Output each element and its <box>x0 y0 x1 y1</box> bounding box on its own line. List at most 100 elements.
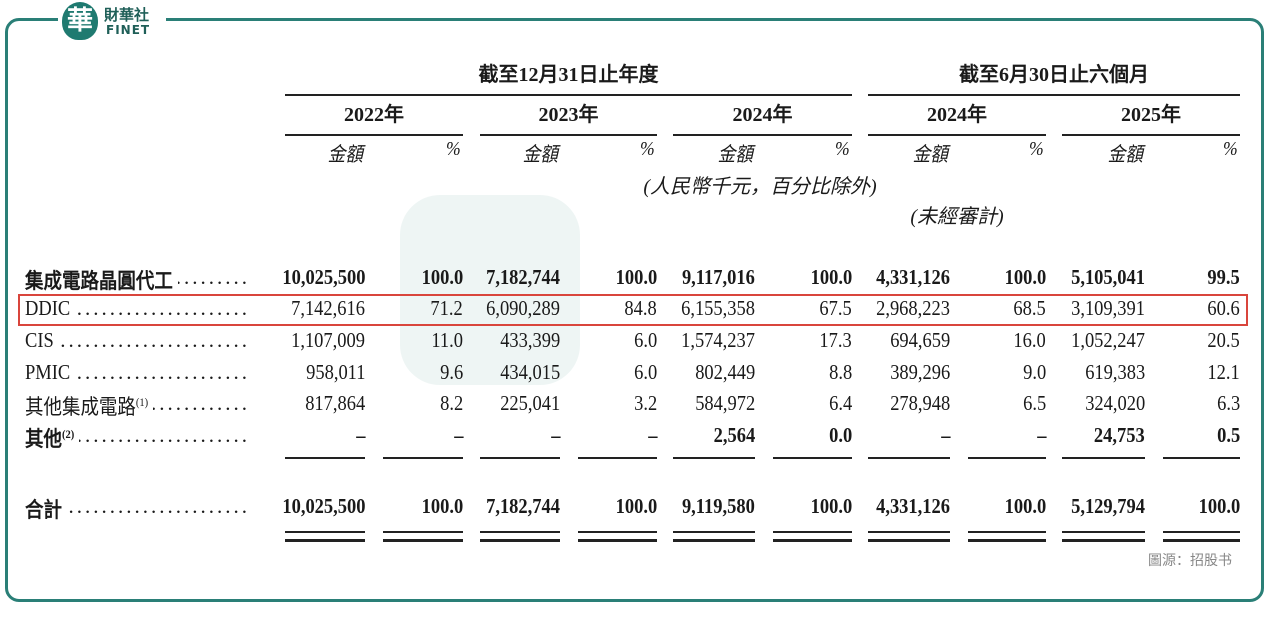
cell: 7,142,616 <box>291 296 365 320</box>
cell: 6.5 <box>1022 391 1046 415</box>
highlight-box <box>18 294 1248 326</box>
row-label: 其他集成電路(1) <box>25 395 149 419</box>
watermark <box>400 195 580 385</box>
cell: 0.5 <box>1216 423 1240 447</box>
rule <box>285 539 365 542</box>
logo-name: 財華社 <box>104 6 150 24</box>
rule <box>673 531 755 533</box>
group-header: 截至6月30日止六個月 <box>959 64 1149 86</box>
row-label: PMIC <box>25 360 71 384</box>
cell: 4,331,126 <box>876 265 950 289</box>
rule <box>673 134 852 136</box>
rule <box>773 531 852 533</box>
rule <box>578 539 657 542</box>
cell: 6.0 <box>633 360 657 384</box>
cell: 1,052,247 <box>1071 328 1145 352</box>
cell: 9,119,580 <box>682 494 755 518</box>
rule <box>578 531 657 533</box>
logo-sub: FINET <box>106 23 151 37</box>
leader-dots: ........................................… <box>75 360 250 384</box>
cell: 2,968,223 <box>876 296 950 320</box>
leader-dots: ........................................… <box>178 265 250 289</box>
rule <box>1062 457 1145 459</box>
rule <box>673 457 755 459</box>
logo-mark: 華 <box>62 2 98 40</box>
rule <box>480 539 560 542</box>
rule <box>285 94 852 96</box>
row-label: 集成電路晶圓代工 <box>25 269 173 293</box>
rule <box>868 134 1046 136</box>
year-header: 2023年 <box>538 104 599 126</box>
cell: 324,020 <box>1084 391 1145 415</box>
subheader-amount: 金額 <box>1107 144 1143 166</box>
cell: 6.0 <box>633 328 657 352</box>
rule <box>383 457 463 459</box>
cell: 433,399 <box>499 328 560 352</box>
leader-dots: ........................................… <box>59 328 250 352</box>
cell: 694,659 <box>889 328 950 352</box>
cell: 17.3 <box>819 328 852 352</box>
cell: 2,564 <box>713 423 755 447</box>
cell: 100.0 <box>615 494 657 518</box>
subheader-pct: % <box>835 138 850 160</box>
subheader-pct: % <box>446 138 461 160</box>
year-header: 2025年 <box>1121 104 1181 126</box>
subheader-amount: 金額 <box>912 144 948 166</box>
cell: 278,948 <box>889 391 950 415</box>
rule <box>480 457 560 459</box>
rule <box>285 134 463 136</box>
rule <box>1163 457 1240 459</box>
year-header: 2022年 <box>344 104 404 126</box>
cell: 10,025,500 <box>281 265 365 289</box>
subheader-pct: % <box>1029 138 1044 160</box>
leader-dots: ........................................… <box>153 391 250 415</box>
cell: 11.0 <box>431 328 463 352</box>
cell: 16.0 <box>1013 328 1046 352</box>
leader-dots: ........................................… <box>75 296 250 320</box>
cell: 4,331,126 <box>876 494 950 518</box>
rule <box>968 457 1046 459</box>
cell: 7,182,744 <box>486 265 560 289</box>
cell: 8.8 <box>828 360 852 384</box>
cell: 100.0 <box>810 265 852 289</box>
rule <box>578 457 657 459</box>
cell: 6.3 <box>1216 391 1240 415</box>
rule <box>868 457 950 459</box>
cell: 9,117,016 <box>682 265 755 289</box>
subheader-pct: % <box>1223 138 1238 160</box>
cell: – <box>453 423 463 447</box>
cell: 100.0 <box>421 494 463 518</box>
leader-dots: ........................................… <box>79 423 250 447</box>
cell: – <box>940 423 950 447</box>
year-header: 2024年 <box>732 104 793 126</box>
rule <box>868 539 950 542</box>
row-label: DDIC <box>25 296 71 320</box>
cell: 6,090,289 <box>486 296 560 320</box>
cell: 8.2 <box>439 391 463 415</box>
cell: 24,753 <box>1094 423 1145 447</box>
cell: 619,383 <box>1084 360 1145 384</box>
rule <box>1062 531 1145 533</box>
rule <box>868 531 950 533</box>
row-label: 其他(2) <box>25 427 75 451</box>
rule <box>773 539 852 542</box>
cell: 100.0 <box>1004 265 1046 289</box>
row-label: 合計 <box>25 498 62 522</box>
cell: 817,864 <box>304 391 365 415</box>
rule <box>1062 539 1145 542</box>
cell: 100.0 <box>1198 494 1240 518</box>
cell: 584,972 <box>694 391 755 415</box>
cell: 100.0 <box>1004 494 1046 518</box>
frame <box>5 18 1264 602</box>
cell: 802,449 <box>694 360 755 384</box>
rule <box>1163 531 1240 533</box>
cell: 71.2 <box>430 296 463 320</box>
rule <box>285 531 365 533</box>
rule <box>285 457 365 459</box>
year-header: 2024年 <box>927 104 987 126</box>
rule <box>383 531 463 533</box>
row-label: CIS <box>25 328 54 352</box>
footnote-ref: (2) <box>61 427 75 441</box>
leader-dots: ........................................… <box>67 494 250 518</box>
